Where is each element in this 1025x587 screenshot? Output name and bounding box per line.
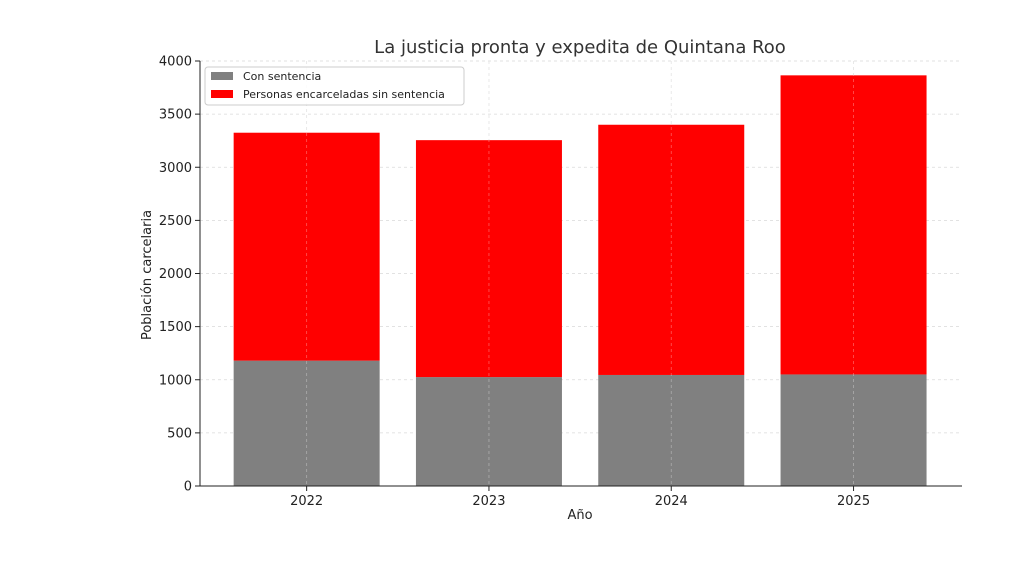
- bars: [233, 61, 927, 486]
- x-tick-label: 2023: [472, 494, 505, 509]
- y-tick-label: 4000: [159, 55, 192, 70]
- bar-con-sentencia-2024: [598, 374, 745, 486]
- y-tick-label: 1500: [159, 320, 192, 335]
- bar-sin-sentencia-2024: [598, 124, 745, 375]
- y-tick-label: 500: [167, 426, 192, 441]
- y-tick-label: 2000: [159, 267, 192, 282]
- bar-con-sentencia-2025: [780, 374, 927, 486]
- x-tick-label: 2022: [290, 494, 323, 509]
- y-tick-label: 2500: [159, 214, 192, 229]
- x-tick-label: 2024: [655, 494, 688, 509]
- bar-sin-sentencia-2025: [780, 75, 927, 375]
- bar-sin-sentencia-2023: [415, 140, 562, 378]
- bar-sin-sentencia-2022: [233, 132, 380, 361]
- legend-frame: [204, 66, 465, 106]
- y-tick-label: 0: [184, 480, 192, 495]
- y-tick-label: 3500: [159, 108, 192, 123]
- x-tick-label: 2025: [837, 494, 870, 509]
- axes: 0 500 1000 1500 2000 2500 3000 3500 4000 2022 2023…: [159, 55, 962, 509]
- bar-con-sentencia-2022: [233, 360, 380, 486]
- legend: Con sentencia Personas encarceladas sin …: [204, 66, 465, 106]
- legend-label-con-sentencia: Con sentencia: [243, 70, 321, 83]
- bar-con-sentencia-2023: [415, 377, 562, 486]
- y-tick-label: 1000: [159, 373, 192, 388]
- legend-label-sin-sentencia: Personas encarceladas sin sentencia: [243, 88, 445, 101]
- legend-swatch-sin-sentencia: [211, 90, 233, 98]
- x-axis-title: Año: [567, 508, 592, 523]
- chart-title: La justicia pronta y expedita de Quintan…: [374, 37, 786, 58]
- y-axis-title: Población carcelaria: [140, 210, 155, 340]
- y-tick-label: 3000: [159, 161, 192, 176]
- legend-swatch-con-sentencia: [211, 72, 233, 80]
